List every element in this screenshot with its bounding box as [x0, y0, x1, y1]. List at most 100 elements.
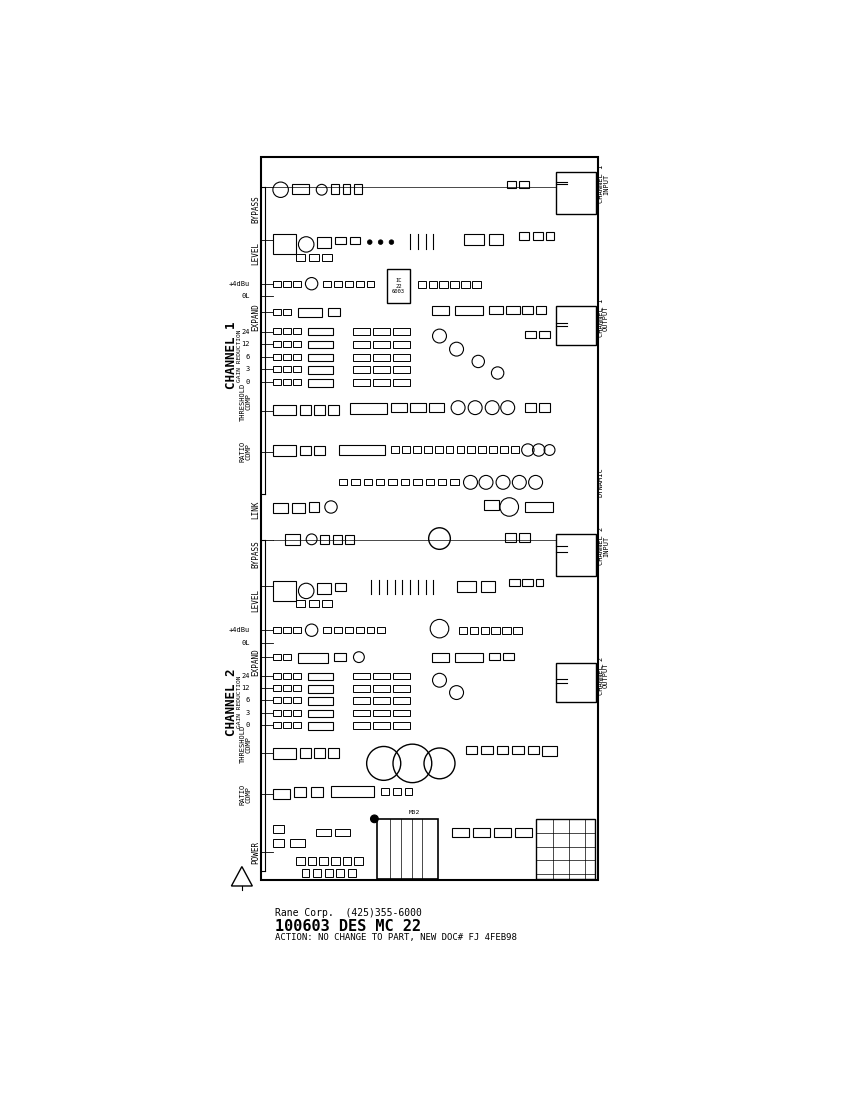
- Text: 100603 DES MC 22: 100603 DES MC 22: [275, 918, 422, 934]
- Bar: [314, 405, 325, 415]
- Text: COMP: COMP: [246, 393, 252, 410]
- Bar: [273, 280, 281, 287]
- Text: 3: 3: [246, 710, 250, 716]
- Bar: [539, 403, 550, 412]
- Bar: [292, 503, 304, 513]
- Text: CHANNEL 1: CHANNEL 1: [225, 321, 238, 389]
- Text: 3: 3: [246, 366, 250, 372]
- Bar: [392, 403, 407, 412]
- Bar: [308, 722, 332, 729]
- Bar: [518, 232, 530, 240]
- Bar: [393, 685, 410, 692]
- Bar: [313, 869, 321, 877]
- Bar: [308, 379, 332, 387]
- Bar: [273, 503, 288, 513]
- Bar: [497, 747, 508, 755]
- Bar: [283, 672, 291, 679]
- Text: 0L: 0L: [241, 293, 250, 299]
- Bar: [556, 534, 596, 575]
- Bar: [489, 447, 497, 453]
- Bar: [503, 652, 514, 660]
- Bar: [296, 601, 305, 607]
- Bar: [283, 354, 291, 360]
- Bar: [366, 280, 374, 287]
- Bar: [273, 748, 296, 759]
- Bar: [273, 234, 296, 254]
- Text: 0L: 0L: [241, 639, 250, 646]
- Bar: [293, 685, 301, 691]
- Bar: [308, 697, 332, 705]
- Bar: [452, 828, 469, 837]
- Bar: [298, 652, 328, 662]
- Bar: [345, 280, 353, 287]
- Bar: [432, 306, 449, 316]
- Bar: [273, 722, 281, 728]
- Bar: [296, 857, 304, 865]
- Bar: [410, 403, 426, 412]
- Bar: [290, 839, 305, 847]
- Bar: [373, 366, 390, 373]
- Bar: [506, 534, 516, 541]
- Bar: [428, 403, 445, 412]
- Bar: [314, 447, 325, 455]
- Text: 6: 6: [246, 697, 250, 703]
- Bar: [315, 829, 331, 836]
- Bar: [331, 857, 339, 865]
- Bar: [353, 722, 370, 729]
- Bar: [353, 379, 370, 386]
- Bar: [273, 328, 281, 333]
- Text: ACTION: NO CHANGE TO PART, NEW DOC# FJ 4FEB98: ACTION: NO CHANGE TO PART, NEW DOC# FJ 4…: [275, 933, 517, 942]
- Bar: [400, 478, 409, 485]
- Bar: [273, 672, 281, 679]
- Bar: [445, 447, 453, 453]
- Bar: [432, 652, 449, 662]
- Bar: [514, 828, 532, 837]
- Text: LEVEL: LEVEL: [252, 588, 260, 612]
- Bar: [273, 354, 281, 360]
- Bar: [335, 583, 346, 591]
- Bar: [387, 270, 410, 302]
- Bar: [325, 869, 332, 877]
- Bar: [479, 447, 486, 453]
- Bar: [556, 306, 596, 344]
- Bar: [455, 652, 483, 662]
- Text: CHANNEL 2: CHANNEL 2: [225, 668, 238, 736]
- Bar: [283, 654, 291, 660]
- Bar: [439, 280, 448, 287]
- Text: POWER: POWER: [252, 840, 260, 864]
- Bar: [293, 341, 301, 346]
- Bar: [300, 405, 311, 415]
- Bar: [292, 185, 309, 195]
- Bar: [320, 535, 330, 544]
- Bar: [331, 185, 339, 194]
- Text: +4dBu: +4dBu: [229, 627, 250, 634]
- Bar: [373, 697, 390, 704]
- Bar: [283, 309, 291, 316]
- Bar: [273, 309, 281, 316]
- Bar: [556, 663, 596, 702]
- Bar: [536, 818, 595, 879]
- Text: CHANNEL 2: CHANNEL 2: [598, 527, 604, 565]
- Bar: [348, 869, 356, 877]
- Bar: [283, 710, 291, 716]
- Bar: [509, 579, 520, 586]
- Text: BYPASS: BYPASS: [252, 195, 260, 223]
- Text: COMP: COMP: [246, 785, 252, 803]
- Bar: [353, 366, 370, 373]
- Bar: [339, 478, 348, 485]
- Circle shape: [378, 240, 382, 244]
- Bar: [320, 857, 328, 865]
- Bar: [523, 306, 533, 313]
- Bar: [500, 447, 507, 453]
- Bar: [426, 478, 434, 485]
- Bar: [353, 672, 370, 680]
- Bar: [293, 280, 301, 287]
- Bar: [556, 172, 596, 213]
- Bar: [273, 627, 281, 634]
- Bar: [283, 685, 291, 691]
- Bar: [296, 254, 305, 261]
- Bar: [506, 306, 520, 313]
- Bar: [349, 236, 360, 244]
- Bar: [450, 478, 459, 485]
- Bar: [524, 503, 553, 512]
